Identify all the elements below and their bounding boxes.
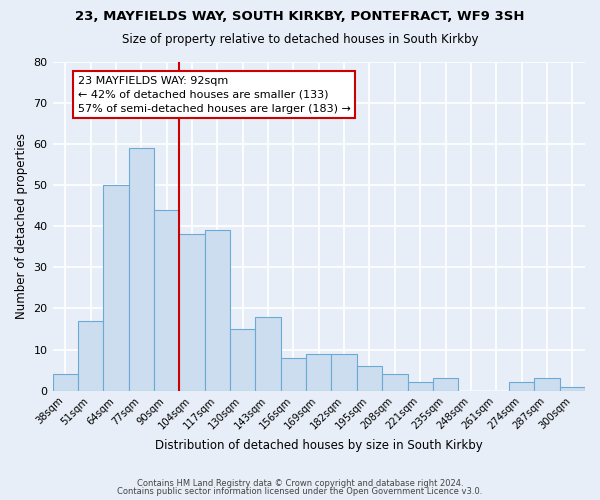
- Bar: [357, 366, 382, 390]
- Bar: [128, 148, 154, 390]
- Bar: [281, 358, 306, 390]
- Bar: [53, 374, 78, 390]
- Bar: [78, 320, 103, 390]
- Bar: [230, 329, 256, 390]
- X-axis label: Distribution of detached houses by size in South Kirkby: Distribution of detached houses by size …: [155, 440, 482, 452]
- Y-axis label: Number of detached properties: Number of detached properties: [15, 133, 28, 319]
- Text: 23, MAYFIELDS WAY, SOUTH KIRKBY, PONTEFRACT, WF9 3SH: 23, MAYFIELDS WAY, SOUTH KIRKBY, PONTEFR…: [75, 10, 525, 23]
- Bar: [407, 382, 433, 390]
- Text: Contains HM Land Registry data © Crown copyright and database right 2024.: Contains HM Land Registry data © Crown c…: [137, 478, 463, 488]
- Bar: [154, 210, 179, 390]
- Bar: [103, 185, 128, 390]
- Bar: [534, 378, 560, 390]
- Bar: [560, 386, 585, 390]
- Bar: [382, 374, 407, 390]
- Text: 23 MAYFIELDS WAY: 92sqm
← 42% of detached houses are smaller (133)
57% of semi-d: 23 MAYFIELDS WAY: 92sqm ← 42% of detache…: [78, 76, 351, 114]
- Bar: [205, 230, 230, 390]
- Bar: [509, 382, 534, 390]
- Text: Contains public sector information licensed under the Open Government Licence v3: Contains public sector information licen…: [118, 487, 482, 496]
- Bar: [179, 234, 205, 390]
- Bar: [331, 354, 357, 391]
- Bar: [433, 378, 458, 390]
- Bar: [256, 316, 281, 390]
- Bar: [306, 354, 331, 391]
- Text: Size of property relative to detached houses in South Kirkby: Size of property relative to detached ho…: [122, 32, 478, 46]
